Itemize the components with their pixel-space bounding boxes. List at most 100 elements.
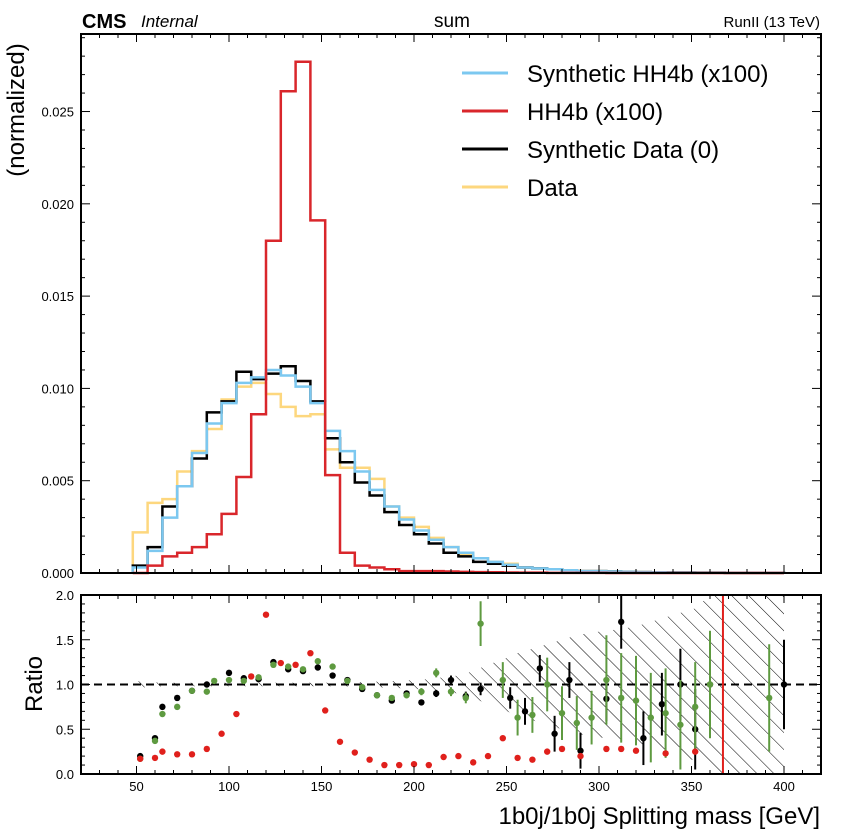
ratio-point bbox=[658, 700, 666, 708]
ratio-point bbox=[433, 690, 440, 697]
legend-label: Synthetic Data (0) bbox=[527, 137, 719, 164]
ratio-point bbox=[618, 745, 625, 753]
ratio-point bbox=[329, 672, 336, 679]
ratio-point bbox=[558, 709, 566, 717]
ratio-points-group bbox=[137, 595, 788, 770]
ratio-point bbox=[262, 611, 270, 618]
x-tick-label: 200 bbox=[403, 779, 425, 794]
ratio-point bbox=[151, 754, 159, 762]
legend-label: HH4b (x100) bbox=[527, 99, 663, 126]
ratio-point bbox=[551, 730, 558, 737]
histogram-line-3 bbox=[131, 381, 786, 575]
ratio-point bbox=[373, 692, 381, 699]
ratio-point bbox=[529, 711, 536, 719]
ratio-point bbox=[536, 665, 543, 672]
ratio-point bbox=[692, 703, 699, 711]
ratio-point bbox=[366, 756, 373, 763]
ratio-point bbox=[344, 677, 351, 685]
ratio-point bbox=[507, 694, 514, 702]
ratio-point bbox=[544, 748, 551, 755]
ratio-point bbox=[499, 735, 506, 742]
ratio-point bbox=[662, 709, 669, 717]
y-tick-label: 0.5 bbox=[56, 722, 74, 737]
x-tick-label: 250 bbox=[496, 779, 518, 794]
ratio-point bbox=[336, 738, 344, 745]
y-tick-label: 0.010 bbox=[41, 381, 74, 396]
legend-label: Synthetic HH4b (x100) bbox=[527, 61, 768, 88]
ratio-point bbox=[203, 688, 210, 695]
ratio-point bbox=[329, 663, 336, 670]
ratio-point bbox=[521, 708, 529, 715]
ratio-point bbox=[514, 754, 521, 762]
ratio-point bbox=[403, 692, 410, 699]
y-axis-label-top: (normalized) bbox=[3, 43, 30, 176]
ratio-point bbox=[477, 620, 484, 627]
x-tick-label: 150 bbox=[311, 779, 333, 794]
ratio-point bbox=[433, 669, 440, 677]
ratio-point bbox=[462, 694, 469, 702]
y-tick-label: 0.025 bbox=[41, 105, 74, 120]
ratio-point bbox=[677, 721, 684, 728]
panel-title: sum bbox=[434, 11, 470, 32]
y-tick-label: 0.005 bbox=[41, 474, 74, 489]
ratio-point bbox=[159, 703, 166, 711]
ratio-point bbox=[359, 683, 366, 691]
y-tick-label: 1.0 bbox=[56, 678, 74, 693]
ratio-point bbox=[381, 761, 388, 769]
ratio-point bbox=[307, 649, 314, 657]
ratio-point bbox=[225, 676, 233, 684]
y-tick-label: 2.0 bbox=[56, 588, 74, 603]
x-tick-label: 350 bbox=[681, 779, 703, 794]
ratio-point bbox=[566, 676, 573, 684]
ratio-point bbox=[780, 681, 788, 688]
ratio-point bbox=[640, 735, 647, 742]
ratio-panel: 0.0 0.5 1.0 1.5 2.0 50 100 150 200 250 300 350 400 R… bbox=[21, 588, 822, 830]
ratio-point bbox=[618, 618, 625, 626]
y-tick-label: 0.015 bbox=[41, 289, 74, 304]
legend-label: Data bbox=[527, 175, 578, 202]
ratio-point bbox=[558, 745, 566, 753]
ratio-point bbox=[225, 669, 233, 677]
ratio-point bbox=[514, 714, 521, 721]
cms-label: CMS bbox=[82, 11, 126, 33]
ratio-point bbox=[151, 737, 159, 745]
legend: Synthetic HH4b (x100) HH4b (x100) Syntheti… bbox=[462, 61, 768, 202]
ratio-point bbox=[425, 761, 432, 769]
ratio-point bbox=[632, 747, 640, 754]
ratio-point bbox=[418, 699, 425, 706]
ratio-point bbox=[577, 752, 584, 760]
ratio-point bbox=[174, 751, 181, 758]
ratio-point bbox=[314, 664, 321, 671]
y-tick-label: 1.5 bbox=[56, 633, 74, 648]
ratio-point bbox=[174, 703, 181, 711]
ratio-point bbox=[137, 755, 144, 762]
x-tick-label: 300 bbox=[588, 779, 610, 794]
ratio-point bbox=[484, 752, 492, 760]
x-tick-label: 50 bbox=[129, 779, 143, 794]
x-tick-label: 400 bbox=[773, 779, 795, 794]
run-label: RunII (13 TeV) bbox=[724, 14, 820, 31]
ratio-point bbox=[203, 681, 210, 688]
ratio-point bbox=[277, 659, 284, 667]
ratio-point bbox=[632, 697, 640, 704]
ratio-point bbox=[396, 761, 403, 769]
ratio-point bbox=[577, 747, 584, 754]
y-tick-label: 0.000 bbox=[41, 566, 74, 581]
ratio-point bbox=[248, 673, 255, 680]
x-axis-label: 1b0j/1b0j Splitting mass [GeV] bbox=[498, 803, 820, 830]
ratio-point bbox=[573, 719, 580, 727]
ratio-point bbox=[188, 751, 196, 758]
top-panel: 0.000 0.005 0.010 0.015 0.020 0.025 (normaliz… bbox=[3, 33, 822, 581]
top-ticks-group: 0.000 0.005 0.010 0.015 0.020 0.025 bbox=[41, 34, 821, 581]
ratio-point bbox=[544, 681, 551, 688]
ratio-point bbox=[351, 749, 358, 756]
ratio-point bbox=[440, 753, 447, 761]
ratio-point bbox=[322, 707, 329, 714]
ratio-point bbox=[314, 658, 321, 665]
ratio-point bbox=[662, 750, 669, 757]
ratio-point bbox=[270, 661, 277, 669]
ratio-point bbox=[477, 685, 484, 693]
ratio-point bbox=[499, 676, 506, 684]
ratio-point bbox=[603, 676, 610, 684]
ratio-point bbox=[292, 661, 299, 669]
